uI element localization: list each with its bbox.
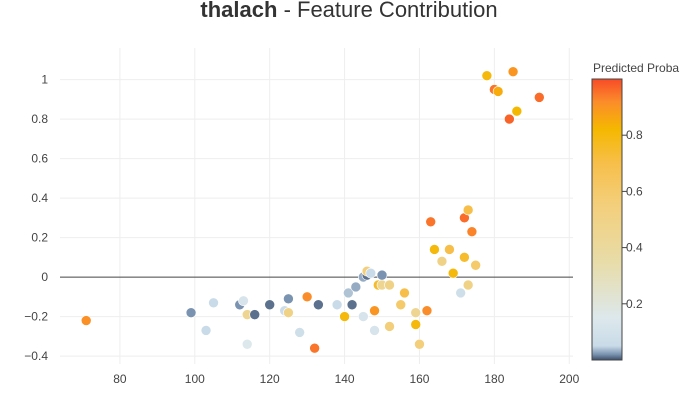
data-point: [429, 244, 440, 255]
colorbar-tick-label: 0.8: [626, 128, 643, 142]
data-point: [346, 299, 358, 311]
data-point: [504, 113, 515, 125]
data-points: [80, 66, 545, 354]
colorbar-tick-label: 0.4: [626, 241, 643, 255]
data-point: [462, 204, 474, 216]
chart-title-feature: thalach: [200, 0, 277, 22]
data-point: [331, 299, 343, 311]
colorbar: Predicted Proba 0.2 0.4 0.6 0.8: [591, 61, 679, 361]
data-point: [481, 70, 493, 81]
x-tick-label: 100: [185, 372, 205, 386]
x-tick-label: 80: [113, 372, 127, 386]
y-tick-label: −0.2: [24, 310, 48, 324]
chart-title: thalach - Feature Contribution: [200, 0, 497, 22]
data-point: [200, 325, 212, 336]
y-gridlines: [60, 79, 573, 357]
data-point: [283, 293, 294, 305]
data-point: [459, 252, 470, 263]
data-point: [455, 287, 466, 299]
data-point: [447, 267, 459, 279]
data-point: [309, 342, 320, 354]
colorbar-tick-label: 0.6: [626, 184, 643, 198]
data-point: [238, 295, 249, 307]
data-point: [425, 216, 437, 228]
y-tick-label: −0.4: [24, 349, 48, 363]
x-tick-label: 120: [260, 372, 280, 386]
data-point: [492, 86, 504, 97]
data-point: [339, 311, 350, 322]
data-point: [301, 291, 313, 303]
data-point: [350, 281, 362, 293]
data-point: [376, 269, 388, 281]
data-point: [249, 309, 261, 320]
data-point: [436, 255, 448, 267]
x-gridlines: [119, 48, 570, 364]
chart-title-suffix: - Feature Contribution: [277, 0, 497, 22]
plot-area: [60, 48, 573, 364]
data-point: [343, 287, 354, 299]
data-point: [264, 299, 275, 311]
data-point: [384, 279, 395, 291]
data-point: [241, 338, 253, 350]
x-axis-ticks: 80 100 120 140 160 180 200: [113, 372, 579, 386]
y-tick-label: 0.2: [31, 231, 48, 245]
data-point: [80, 315, 92, 326]
data-point: [462, 279, 474, 291]
data-point: [507, 66, 519, 77]
data-point: [444, 244, 455, 255]
data-point: [410, 307, 422, 318]
data-point: [466, 226, 478, 237]
colorbar-title: Predicted Proba: [593, 61, 679, 75]
data-point: [365, 267, 377, 279]
data-point: [369, 305, 380, 316]
data-point: [294, 327, 305, 338]
data-point: [369, 325, 380, 336]
data-point: [421, 305, 433, 316]
data-point: [358, 311, 369, 322]
data-point: [208, 297, 219, 309]
y-tick-label: 1: [41, 73, 48, 87]
colorbar-ticks: 0.2 0.4 0.6 0.8: [622, 128, 643, 311]
data-point: [185, 307, 197, 318]
colorbar-tick-label: 0.2: [626, 297, 643, 311]
data-point: [384, 321, 395, 332]
data-point: [283, 307, 294, 318]
colorbar-gradient: [591, 78, 623, 361]
data-point: [533, 92, 545, 103]
x-tick-label: 180: [484, 372, 504, 386]
data-point: [470, 259, 481, 271]
data-point: [414, 338, 425, 350]
data-point: [399, 287, 410, 299]
data-point: [410, 319, 422, 330]
y-tick-label: 0.8: [31, 112, 48, 126]
data-point: [395, 299, 407, 311]
x-tick-label: 140: [335, 372, 355, 386]
y-tick-label: 0.6: [31, 152, 48, 166]
y-axis-ticks: −0.4 −0.2 0 0.2 0.4 0.6 0.8 1: [24, 73, 48, 364]
data-point: [511, 105, 523, 117]
x-tick-label: 200: [559, 372, 579, 386]
data-point: [313, 299, 324, 311]
y-tick-label: 0.4: [31, 191, 48, 205]
x-tick-label: 160: [409, 372, 429, 386]
y-tick-label: 0: [41, 270, 48, 284]
